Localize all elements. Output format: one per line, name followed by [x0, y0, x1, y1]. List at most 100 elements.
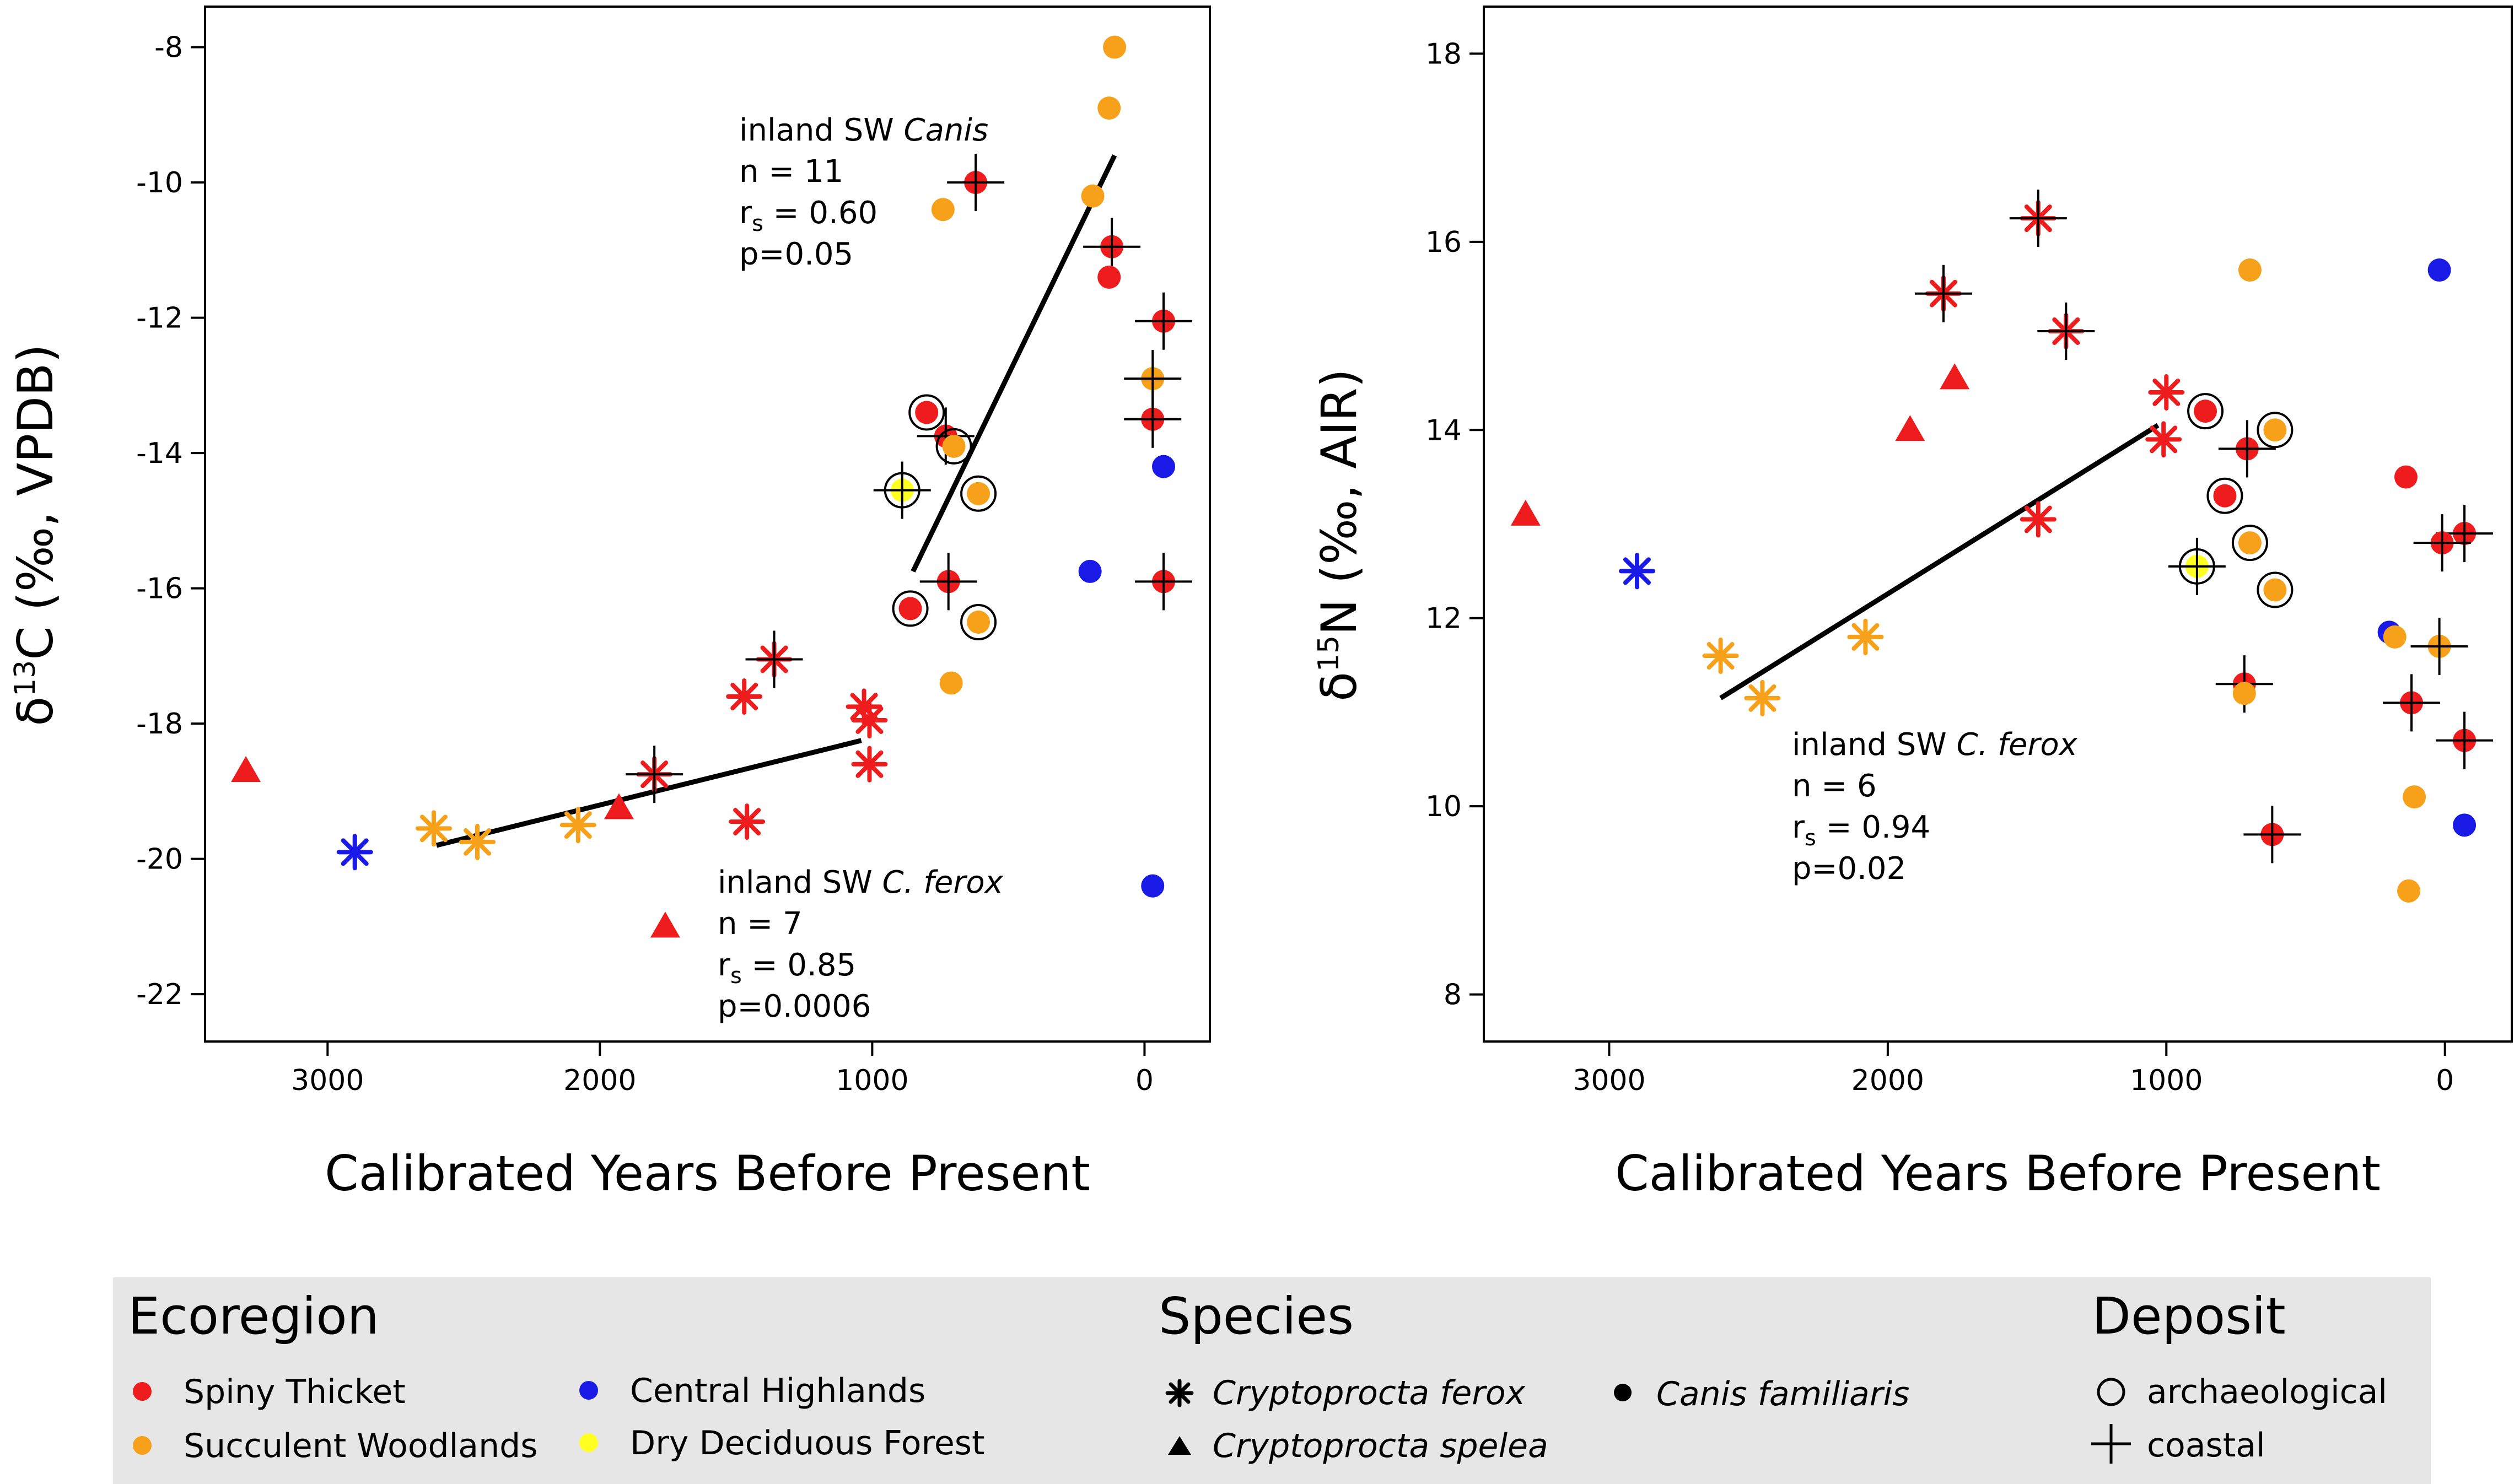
data-point	[1510, 499, 1541, 526]
dot-marker	[2194, 400, 2217, 423]
asterisk-stroke	[855, 706, 884, 734]
data-point	[1081, 184, 1105, 208]
dot-marker	[931, 198, 955, 222]
data-point	[1618, 553, 1655, 590]
x-axis-title: Calibrated Years Before Present	[1615, 1145, 2381, 1202]
dot-marker	[2238, 258, 2262, 282]
dot-marker	[1081, 184, 1105, 208]
archaeological-ring	[960, 475, 997, 512]
asterisk-stroke	[730, 683, 758, 710]
legend-deposit-title: Deposit	[2092, 1287, 2286, 1346]
legend-species-title: Species	[1159, 1287, 1354, 1346]
y-axis-title-rest: N (‰, AIR)	[1311, 369, 1368, 635]
x-tick-label: 0	[1135, 1064, 1154, 1097]
data-point	[231, 756, 261, 783]
data-point	[1135, 553, 1193, 611]
y-tick-label: -8	[154, 31, 183, 64]
open-circle-icon	[2097, 1378, 2125, 1406]
data-point	[960, 475, 997, 512]
asterisk-stroke	[1851, 623, 1880, 651]
annotation-rs: rs = 0.60	[739, 195, 878, 236]
data-point	[2206, 477, 2243, 514]
data-point	[2187, 393, 2224, 430]
data-point	[873, 461, 931, 519]
dot-marker	[2383, 625, 2407, 649]
dot-marker	[1103, 35, 1127, 59]
asterisk-marker	[1618, 553, 1655, 590]
triangle-marker	[604, 793, 634, 819]
data-point	[2257, 412, 2294, 449]
asterisk-marker	[336, 834, 373, 871]
data-point	[336, 834, 373, 871]
dot-marker	[2238, 531, 2262, 555]
data-point	[2403, 785, 2426, 809]
data-point	[2413, 514, 2471, 572]
y-tick-label: -16	[136, 573, 183, 606]
legend-label-coastal: coastal	[2147, 1426, 2265, 1465]
annotation-rs: rs = 0.85	[718, 947, 856, 989]
y-axis-title-superscript: 15	[1312, 635, 1345, 672]
data-point	[1083, 218, 1141, 276]
data-point	[2394, 465, 2418, 489]
dot-marker	[967, 482, 990, 505]
dot-marker	[2427, 258, 2451, 282]
y-tick-label: -22	[136, 978, 183, 1011]
data-point	[2383, 625, 2407, 649]
annotation-label-plain: inland SW	[739, 112, 903, 148]
asterisk-stroke	[2152, 378, 2181, 406]
dot-marker	[2403, 785, 2426, 809]
data-point	[729, 803, 766, 840]
annotation-n: n = 11	[739, 154, 843, 190]
data-point	[935, 428, 972, 465]
legend-swatch-spiny-thicket	[133, 1382, 152, 1401]
archaeological-ring	[935, 428, 972, 465]
asterisk-marker	[2020, 501, 2057, 538]
annotation-r: r	[1792, 810, 1805, 845]
dot-icon	[1614, 1384, 1632, 1401]
dot-marker	[2232, 682, 2256, 705]
dot-marker	[1141, 874, 1165, 898]
asterisk-icon	[1165, 1379, 1194, 1407]
legend-label-cryptoprocta-spelea: Cryptoprocta spelea	[1213, 1427, 1548, 1465]
asterisk-stroke	[419, 814, 448, 843]
archaeological-ring	[960, 603, 997, 640]
legend-swatch-succulent-woodlands	[133, 1436, 152, 1455]
data-point	[2436, 711, 2494, 769]
data-point	[1141, 874, 1165, 898]
annotation-r-subscript: s	[752, 211, 763, 236]
asterisk-stroke	[564, 811, 592, 839]
dot-marker	[898, 597, 922, 620]
data-point	[1135, 292, 1193, 350]
asterisk-marker	[459, 823, 496, 860]
asterisk-marker	[2148, 374, 2185, 411]
chart-carbon-isotope: 3000 2000 1000 0 -8 -10 -12 -14 -16 -18 -20 -22 Cali…	[7, 6, 1211, 1202]
data-point	[2145, 421, 2182, 458]
data-point	[2020, 501, 2057, 538]
data-point	[947, 154, 1005, 212]
data-point	[1744, 679, 1781, 716]
annotation-p: p=0.02	[1792, 851, 1906, 887]
dot-marker	[2263, 578, 2287, 602]
annotation-n: n = 7	[718, 906, 803, 942]
y-tick-label: -20	[136, 843, 183, 876]
annotation-r: r	[739, 195, 752, 231]
data-point	[1097, 265, 1121, 289]
x-tick-label: 3000	[1573, 1064, 1645, 1097]
cross-icon	[2091, 1424, 2131, 1464]
data-point	[1078, 559, 1102, 583]
data-point	[2168, 537, 2226, 595]
legend-label-canis-familiaris: Canis familiaris	[1656, 1375, 1909, 1413]
triangle-marker	[1940, 363, 1970, 390]
dot-marker	[2263, 418, 2287, 442]
legend-background	[113, 1277, 2431, 1484]
x-axis-title: Calibrated Years Before Present	[325, 1145, 1090, 1202]
data-point	[2453, 813, 2477, 837]
data-point	[2383, 674, 2441, 732]
data-point	[931, 198, 955, 222]
annotation-label-plain: inland SW	[1792, 727, 1956, 763]
archaeological-ring	[2187, 393, 2224, 430]
x-tick-label: 1000	[2130, 1064, 2203, 1097]
y-tick-label: 12	[1425, 602, 1462, 635]
data-point	[892, 590, 929, 627]
